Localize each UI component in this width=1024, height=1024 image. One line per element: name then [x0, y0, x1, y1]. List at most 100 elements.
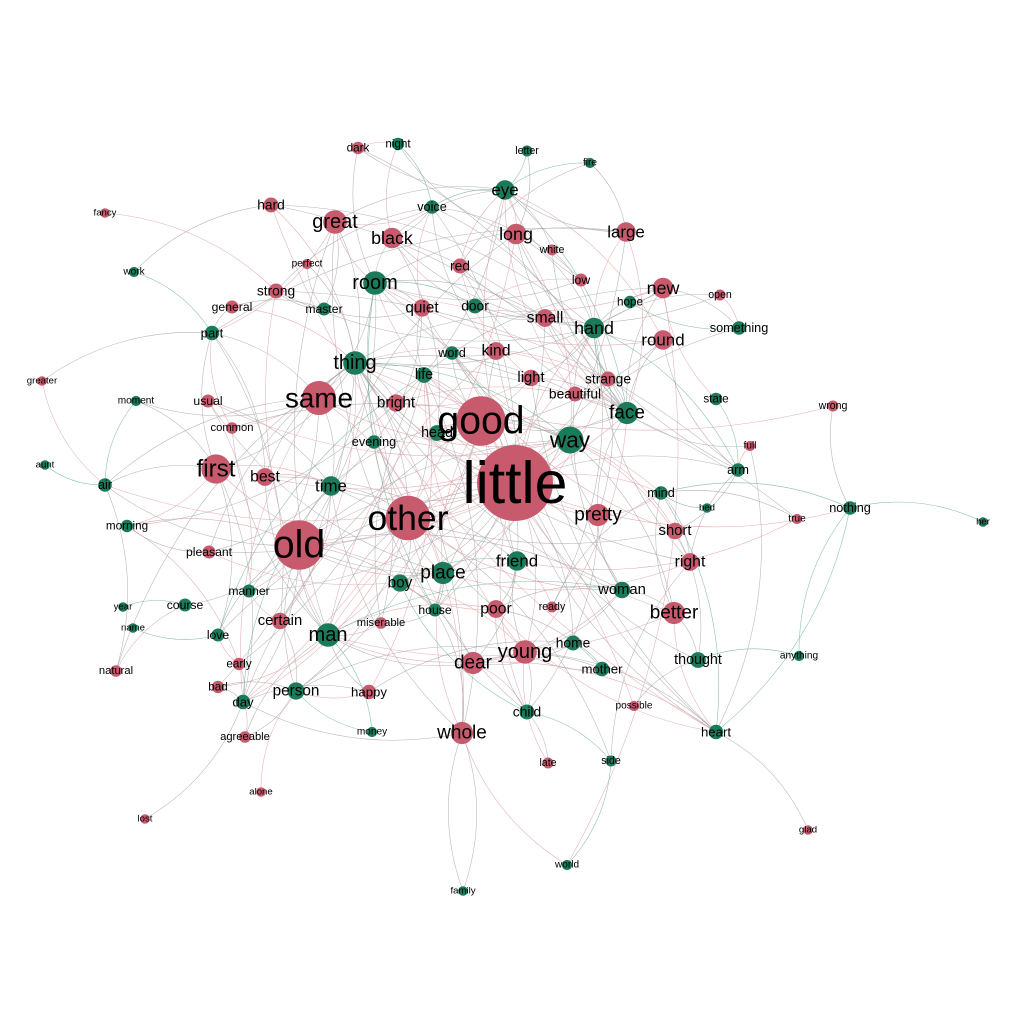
- node-label-bad: bad: [208, 681, 228, 694]
- edge-dear-friend: [472, 560, 518, 664]
- node-new: [652, 277, 674, 299]
- node-pretty: [586, 503, 610, 527]
- edge-little-air: [104, 482, 516, 522]
- edge-possible-thought: [633, 659, 699, 707]
- edge-dark-eye: [357, 147, 506, 191]
- node-label-usual: usual: [193, 394, 222, 408]
- edge-pretty-face: [597, 412, 628, 516]
- edge-better-heart: [673, 612, 717, 733]
- node-aunt: [40, 460, 50, 470]
- edge-young-person: [295, 646, 526, 692]
- node-label-house: house: [418, 603, 451, 617]
- node-arm: [731, 463, 745, 477]
- node-evening: [367, 435, 381, 449]
- edge-whole-day: [242, 701, 463, 741]
- node-large: [616, 222, 636, 242]
- node-nothing: [843, 501, 857, 515]
- edge-same-air: [104, 397, 320, 486]
- node-low: [574, 273, 588, 287]
- node-person: [287, 682, 305, 700]
- edge-kind-man: [327, 350, 497, 636]
- edge-long-hand: [515, 233, 595, 329]
- edge-right-way: [569, 439, 691, 563]
- node-label-greater: greater: [27, 376, 58, 387]
- edge-beautiful-woman: [572, 393, 623, 591]
- node-home: [565, 635, 581, 651]
- node-label-thing: thing: [333, 352, 376, 374]
- node-happy: [361, 684, 377, 700]
- node-heart: [708, 724, 724, 740]
- node-certain: [271, 612, 289, 630]
- edge-first-love: [215, 468, 233, 636]
- edge-quiet-voice: [416, 206, 433, 309]
- edge-new-state: [662, 287, 717, 400]
- node-label-happy: happy: [351, 685, 387, 700]
- edge-black-eye: [391, 189, 506, 239]
- edge-whole-thing: [354, 362, 464, 734]
- node-door: [467, 298, 483, 314]
- node-label-aunt: aunt: [36, 460, 55, 471]
- edge-dear-woman: [472, 589, 623, 664]
- node-label-light: light: [517, 370, 544, 386]
- edge-true-mind: [660, 490, 798, 520]
- node-mother: [594, 661, 610, 677]
- node-label-ready: ready: [539, 601, 566, 613]
- node-label-great: great: [312, 211, 358, 233]
- node-lost: [140, 814, 150, 824]
- node-label-side: side: [601, 755, 621, 767]
- edge-quiet-evening: [373, 307, 423, 443]
- edge-poor-woman: [495, 585, 623, 610]
- node-label-voice: voice: [417, 200, 447, 214]
- node-label-open: open: [708, 289, 732, 301]
- node-small: [536, 309, 554, 327]
- edge-young-life: [423, 374, 526, 653]
- edge-glad-heart: [715, 731, 809, 831]
- edge-large-face: [625, 231, 644, 414]
- node-alone: [256, 787, 266, 797]
- edge-strong-voice: [275, 206, 433, 292]
- edge-kind-face: [495, 350, 628, 414]
- node-label-black: black: [371, 228, 413, 248]
- edge-little-heart: [514, 482, 717, 733]
- edge-bright-eye: [395, 189, 506, 404]
- node-label-boy: boy: [388, 575, 413, 592]
- edge-better-man: [327, 612, 675, 657]
- node-whole: [450, 721, 474, 745]
- edge-black-head: [391, 237, 440, 434]
- node-label-hand: hand: [574, 318, 614, 338]
- edge-dear-boy: [399, 582, 474, 664]
- edge-better-way: [569, 439, 675, 614]
- node-black: [381, 227, 403, 249]
- node-side: [605, 755, 617, 767]
- node-love: [211, 628, 225, 642]
- edge-short-word: [451, 352, 676, 532]
- node-woman: [613, 581, 631, 599]
- edge-other-child: [407, 517, 528, 713]
- node-label-person: person: [273, 683, 320, 700]
- node-dear: [461, 651, 485, 675]
- node-label-young: young: [498, 641, 553, 663]
- node-strange: [600, 371, 616, 387]
- edge-lost-day: [144, 701, 244, 820]
- edge-dark-face: [357, 147, 628, 414]
- node-part: [204, 325, 220, 341]
- edge-new-world: [566, 287, 679, 866]
- edge-happy-day: [242, 684, 370, 703]
- node-time: [321, 476, 341, 496]
- edge-light-face: [530, 377, 628, 414]
- edge-dark-room: [352, 147, 376, 284]
- edge-whole-life: [423, 374, 479, 734]
- node-something: [732, 321, 746, 335]
- node-label-low: low: [572, 273, 590, 287]
- node-label-possible: possible: [615, 701, 652, 712]
- edge-low-door: [474, 278, 582, 307]
- edge-low-eye: [504, 189, 582, 281]
- edge-common-thing: [231, 362, 356, 429]
- node-label-same: same: [285, 383, 353, 414]
- edge-money-man: [327, 634, 373, 733]
- node-quiet: [413, 299, 431, 317]
- node-label-time: time: [315, 477, 347, 496]
- edge-right-place: [442, 561, 691, 591]
- node-label-white: white: [539, 244, 565, 256]
- edge-whole-house: [434, 609, 464, 734]
